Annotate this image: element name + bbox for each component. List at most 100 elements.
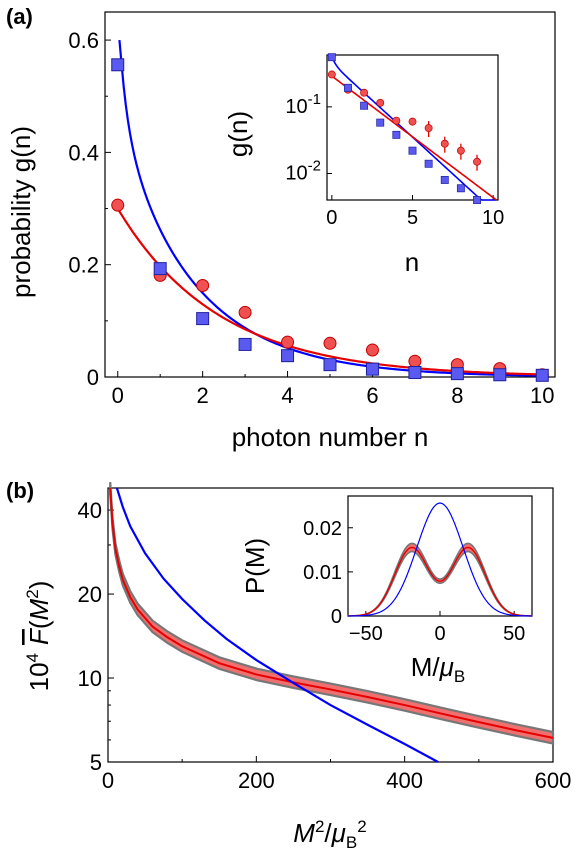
chart-a-point-square xyxy=(281,349,295,363)
chart-a-inset-ytick-label-exp: -1 xyxy=(308,91,321,108)
chart-b-ylabel-pre: 10 xyxy=(24,662,54,691)
chart-a-xtick-label: 2 xyxy=(197,383,209,408)
chart-b-ylabel-arg: M xyxy=(24,598,54,620)
chart-a-inset-point-square xyxy=(392,130,401,139)
chart-a-inset-fit-red xyxy=(331,75,497,201)
chart-a-inset-point-square xyxy=(440,175,449,184)
chart-b-inset-ytick-label: 0.01 xyxy=(303,562,342,584)
chart-a-point-square xyxy=(365,362,379,376)
chart-b-inset-xlabel-sym: μ xyxy=(439,652,454,682)
chart-b-inset-line-red xyxy=(347,546,533,617)
chart-a-inset-point-square xyxy=(344,83,352,92)
chart-b-line-blue xyxy=(115,487,439,763)
chart-a-inset-ytick-label-base: 10 xyxy=(285,162,307,184)
chart-b-xlabel-sym: μ xyxy=(331,818,346,848)
chart-a-inset-point-square xyxy=(327,53,336,62)
chart-a-inset-point-square xyxy=(360,101,369,110)
chart-b-ytick-label: 5 xyxy=(90,750,102,775)
chart-a-xtick-label: 10 xyxy=(530,383,554,408)
chart-b-xtick-label: 0 xyxy=(102,768,114,793)
chart-a-inset-point-circle xyxy=(327,70,336,79)
chart-a-inset-point-circle xyxy=(440,139,449,148)
chart-a-point-square xyxy=(111,58,125,72)
chart-b-inset: −50 0 50 0 0.01 0.02 M/μB P(M) xyxy=(240,495,533,686)
chart-a-inset-point-square xyxy=(408,146,417,155)
chart-a-inset-point-square xyxy=(456,184,465,193)
chart-b-inset-ytick-label: 0 xyxy=(331,606,342,628)
chart-a-xtick-label: 4 xyxy=(281,383,293,408)
chart-b-ylabel-open: ( xyxy=(24,620,54,629)
chart-b-inset-bg xyxy=(348,496,532,616)
chart-b-inset-ylabel: P(M) xyxy=(240,538,270,594)
chart-b-xlabel-base: M xyxy=(293,818,315,848)
chart-a-inset-point-circle xyxy=(424,124,433,133)
chart-b-ytick-label: 40 xyxy=(78,498,102,523)
chart-a-ytick-label: 0.2 xyxy=(68,253,99,278)
chart-a-inset-xtick-label: 10 xyxy=(482,207,504,229)
chart-a-inset-xtick-label: 0 xyxy=(326,207,337,229)
chart-a-axes: 0 2 4 6 8 10 0 0.2 0.4 0.6 xyxy=(68,11,556,408)
chart-b-inset-ytick-label: 0.02 xyxy=(303,518,342,540)
chart-a-point-circle xyxy=(111,198,125,212)
chart-b-xtick-label: 600 xyxy=(535,768,572,793)
chart-b-inset-lines xyxy=(347,502,533,617)
chart-b-inset-xlabel-base: M xyxy=(411,652,433,682)
panel-label-b: (b) xyxy=(6,478,34,503)
chart-b-ylabel-sup: 4 xyxy=(23,653,42,662)
chart-a-inset-point-circle xyxy=(376,98,385,107)
chart-a-point-circle xyxy=(238,305,252,319)
chart-a-point-square xyxy=(535,368,549,382)
chart-a-inset-point-square xyxy=(424,159,433,168)
chart-b-inset-xtick-label: 0 xyxy=(434,623,445,645)
chart-a-point-circle xyxy=(281,335,295,349)
chart-a-point-square xyxy=(238,337,252,351)
chart-a-point-square xyxy=(408,366,422,380)
chart-b-ytick-label: 20 xyxy=(78,582,102,607)
chart-a-points xyxy=(111,58,549,382)
chart-b-ylabel-argsup: 2 xyxy=(23,589,42,598)
chart-b-line-red xyxy=(109,487,554,739)
chart-a-inset-bg xyxy=(327,55,498,200)
chart-a-point-circle xyxy=(196,278,210,292)
chart-a-point-square xyxy=(196,312,210,326)
chart-b-ylabel-fn: F xyxy=(24,627,54,645)
chart-a-point-square xyxy=(323,358,337,372)
chart-a-inset-point-square xyxy=(473,196,481,204)
chart-b-ylabel: 104 F(M2) xyxy=(23,581,54,692)
chart-b-band xyxy=(109,482,555,745)
chart-b-inset-line-blue xyxy=(347,502,533,617)
chart-b-xlabel-sep: / xyxy=(324,818,332,848)
chart-a-xtick-label: 0 xyxy=(112,383,124,408)
chart-b-xlabel-sub: B xyxy=(346,833,357,852)
panel-label-a: (a) xyxy=(6,4,33,29)
chart-a-inset-point-circle xyxy=(360,88,369,97)
chart-b-axes: 0 200 400 600 5 10 20 40 xyxy=(78,487,572,793)
chart-a-point-square xyxy=(153,262,167,276)
chart-a-inset-xtick-label: 5 xyxy=(407,207,418,229)
chart-b-inset-xlabel-sub: B xyxy=(454,667,465,686)
chart-a-inset-point-circle xyxy=(456,146,465,155)
chart-a-ytick-label: 0.6 xyxy=(68,28,99,53)
chart-a-ylabel: probability g(n) xyxy=(6,126,36,298)
chart-b-inset-xtick-label: 50 xyxy=(503,623,525,645)
chart-a: 0 2 4 6 8 10 0 0.2 0.4 0.6 photon number n probab… xyxy=(6,11,556,452)
chart-a-fit-red xyxy=(116,207,543,376)
chart-a-point-circle xyxy=(408,354,422,368)
chart-a-inset-ylabel: g(n) xyxy=(223,111,253,157)
chart-a-inset-ytick-label: 10-1 xyxy=(285,91,321,118)
chart-b-ytick-label: 10 xyxy=(78,666,102,691)
chart-a-inset-points xyxy=(327,53,481,204)
chart-a-xlabel: photon number n xyxy=(232,422,429,452)
chart-a-point-square xyxy=(493,368,507,382)
chart-a-inset-fits xyxy=(331,56,497,201)
chart-b-xlabel: M2/μB2 xyxy=(293,817,366,852)
chart-a-inset-xlabel: n xyxy=(405,247,419,277)
chart-a-xtick-label: 8 xyxy=(451,383,463,408)
chart-a-ytick-label: 0 xyxy=(87,365,99,390)
chart-b-ylabel-close: ) xyxy=(24,581,54,590)
chart-a-inset-point-circle xyxy=(473,157,481,166)
